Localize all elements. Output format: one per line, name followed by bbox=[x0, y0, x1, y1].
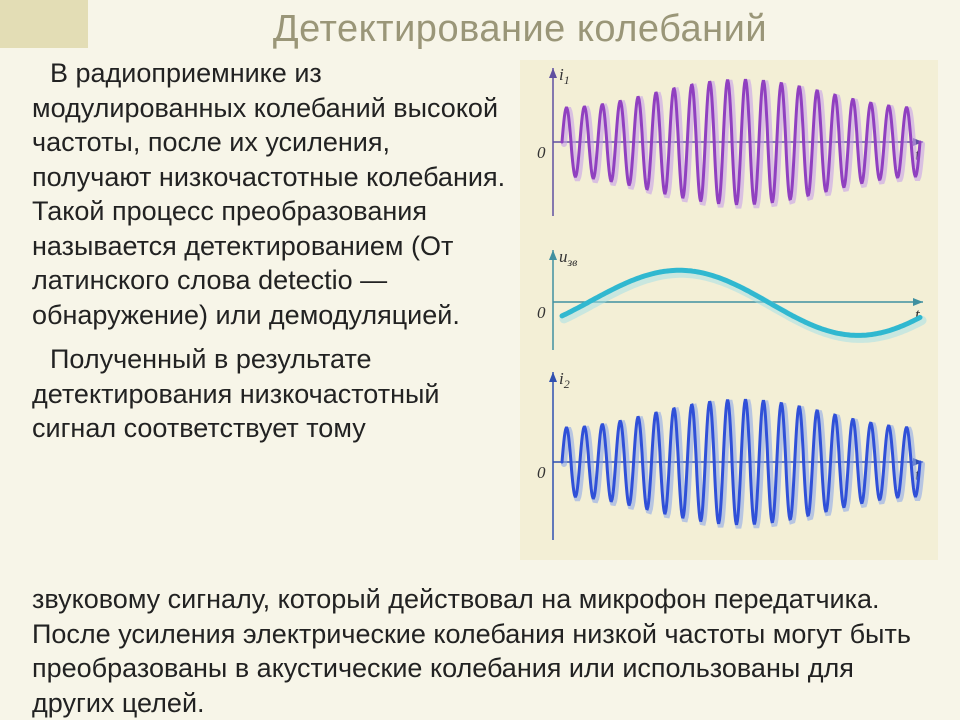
waveform-svg: i1t0uзвt0i2t0 bbox=[520, 60, 938, 560]
slide-title: Детектирование колебаний bbox=[100, 8, 940, 51]
svg-text:0: 0 bbox=[537, 463, 546, 482]
corner-accent bbox=[0, 0, 88, 48]
text-column-left: В радиоприемнике из модулированных колеб… bbox=[32, 56, 510, 446]
paragraph-1b: Полученный в результате детектирования н… bbox=[32, 342, 510, 446]
svg-text:i2: i2 bbox=[559, 369, 570, 391]
svg-text:i1: i1 bbox=[559, 65, 570, 87]
svg-text:uзв: uзв bbox=[559, 247, 577, 269]
paragraph-1: В радиоприемнике из модулированных колеб… bbox=[32, 56, 510, 332]
waveform-diagram: i1t0uзвt0i2t0 bbox=[520, 60, 938, 560]
paragraph-2: звуковому сигналу, который действовал на… bbox=[32, 582, 932, 720]
svg-text:0: 0 bbox=[537, 303, 546, 322]
svg-text:0: 0 bbox=[537, 143, 546, 162]
